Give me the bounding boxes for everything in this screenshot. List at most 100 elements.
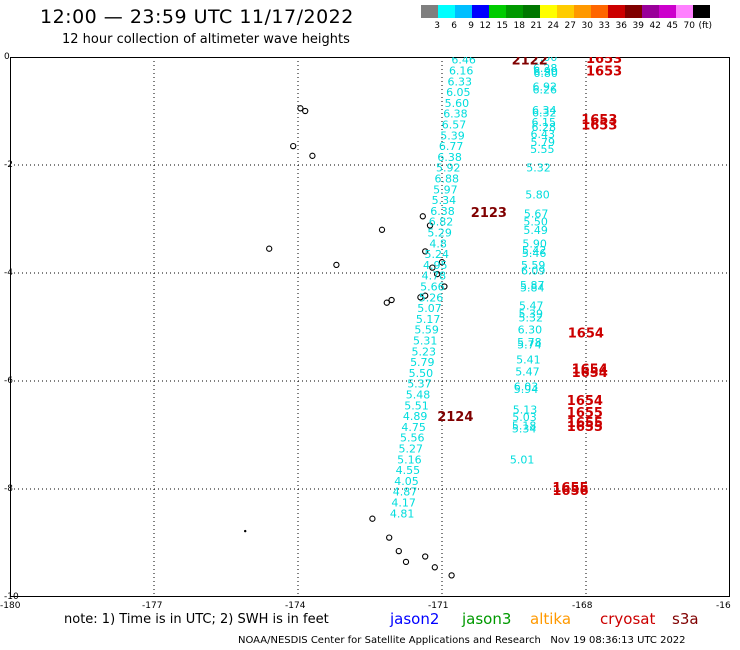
wave-height-value: 5.50 (409, 367, 434, 380)
color-legend-label: 33 (598, 21, 610, 31)
time-label: 1655 (567, 420, 603, 435)
time-label: 1655 (552, 481, 588, 496)
island-outline (395, 547, 402, 555)
wave-height-value: 4.81 (390, 507, 415, 520)
island-outline (429, 264, 436, 271)
time-label: 1656 (552, 484, 588, 499)
wave-height-value: 5.47 (519, 299, 544, 312)
wave-height-value: 5.50 (523, 216, 548, 229)
island-dot (244, 529, 247, 533)
time-label: 1655 (567, 406, 603, 421)
island-outline (419, 213, 426, 220)
time-label: 2122 (512, 57, 548, 69)
color-swatch (693, 5, 710, 18)
island-outline (431, 564, 438, 571)
wave-height-value: 6.34 (532, 104, 557, 117)
wave-height-value: 5.84 (520, 282, 545, 295)
color-swatch (540, 5, 557, 18)
wave-height-value: 5.48 (406, 389, 431, 402)
footer-credit: NOAA/NESDIS Center for Satellite Applica… (238, 635, 686, 646)
wave-height-value: 6.92 (532, 81, 557, 94)
wave-height-value: 5.94 (514, 383, 539, 396)
color-legend-label: (ft) (698, 21, 712, 31)
wave-height-value: 5.79 (410, 356, 435, 369)
wave-height-value: 5.59 (414, 324, 439, 337)
color-legend-label: 3 (434, 21, 440, 31)
wave-height-value: 5.39 (440, 129, 465, 142)
time-label: 2124 (437, 410, 473, 425)
chart-subtitle: 12 hour collection of altimeter wave hei… (62, 32, 350, 47)
lat-tick-label: -10 (4, 592, 19, 602)
wave-height-value: 5.80 (525, 189, 550, 202)
wave-height-value: 6.30 (518, 324, 543, 337)
wave-height-value: 5.42 (522, 244, 547, 257)
wave-height-value: 5.32 (526, 162, 551, 175)
wave-height-value: 5.29 (427, 227, 452, 240)
time-label: 1654 (572, 366, 608, 381)
time-label: 1654 (567, 394, 603, 409)
color-swatch (642, 5, 659, 18)
color-swatch (676, 5, 693, 18)
island-outline (402, 558, 410, 566)
color-swatch (659, 5, 676, 18)
wave-height-tracks: 6.466.166.336.055.606.386.575.396.776.38… (390, 57, 558, 520)
wave-height-value: 6.05 (446, 86, 471, 99)
color-swatch (506, 5, 523, 18)
wave-height-value: 6.88 (435, 173, 460, 186)
wave-height-value: 5.55 (530, 143, 555, 156)
wave-height-value: 4.55 (396, 464, 421, 477)
grid-lines (10, 57, 730, 597)
color-legend-label: 15 (496, 21, 508, 31)
wave-height-value: 6.46 (451, 57, 476, 67)
wave-height-value: 5.01 (510, 453, 535, 466)
time-label: 1653 (581, 113, 617, 128)
wave-height-value: 5.16 (397, 453, 422, 466)
color-legend-label: 42 (649, 21, 661, 31)
wave-height-value: 5.17 (416, 313, 441, 326)
wave-height-value: 6.28 (532, 121, 557, 134)
island-outline (422, 248, 429, 255)
wave-height-value: 5.60 (445, 97, 470, 110)
island-outline (386, 534, 393, 541)
time-label: 1653 (586, 65, 622, 80)
island-outline (441, 283, 448, 290)
wave-height-value: 4.17 (391, 497, 416, 510)
color-swatch (608, 5, 625, 18)
satellite-legend-item: jason3 (462, 610, 512, 628)
color-swatch (455, 5, 472, 18)
color-legend-label: 9 (468, 21, 474, 31)
island-outline (333, 261, 340, 269)
wave-height-value: 5.67 (524, 208, 549, 221)
wave-height-value: 6.77 (439, 140, 464, 153)
wave-height-value: 5.34 (432, 194, 457, 207)
color-legend-label: 70 (683, 21, 695, 31)
wave-height-value: 5.87 (520, 279, 545, 292)
chart-title: 12:00 — 23:59 UTC 11/17/2022 (40, 6, 354, 28)
wave-height-value: 4.05 (394, 475, 419, 488)
color-swatch (523, 5, 540, 18)
color-legend-label: 12 (479, 21, 491, 31)
wave-height-value: 4.95 (423, 259, 448, 272)
time-label: 1654 (568, 326, 604, 341)
note-text: note: 1) Time is in UTC; 2) SWH is in fe… (64, 612, 329, 627)
island-outline (297, 105, 304, 112)
satellite-legend-item: altika (530, 610, 572, 628)
wave-height-value: 5.32 (519, 311, 544, 324)
satellite-legend-item: cryosat (600, 610, 656, 628)
wave-height-value: 7.00 (533, 57, 558, 64)
wave-height-value: 5.31 (413, 335, 438, 348)
wave-height-value: 6.43 (531, 128, 556, 141)
color-legend-label: 27 (564, 21, 576, 31)
time-label: 2123 (471, 206, 507, 221)
wave-height-value: 6.28 (533, 62, 558, 75)
wave-height-value: 6.57 (442, 119, 467, 132)
wave-height-value: 5.56 (400, 432, 425, 445)
wave-height-value: 6.80 (533, 67, 558, 80)
island-outline (438, 259, 446, 266)
wave-height-value: 6.38 (443, 108, 468, 121)
wave-height-value: 6.90 (533, 65, 558, 78)
color-legend-label: 45 (666, 21, 678, 31)
lon-tick-label: -16 (716, 601, 731, 611)
color-legend-label: 36 (615, 21, 627, 31)
lat-tick-label: 0 (4, 52, 10, 62)
